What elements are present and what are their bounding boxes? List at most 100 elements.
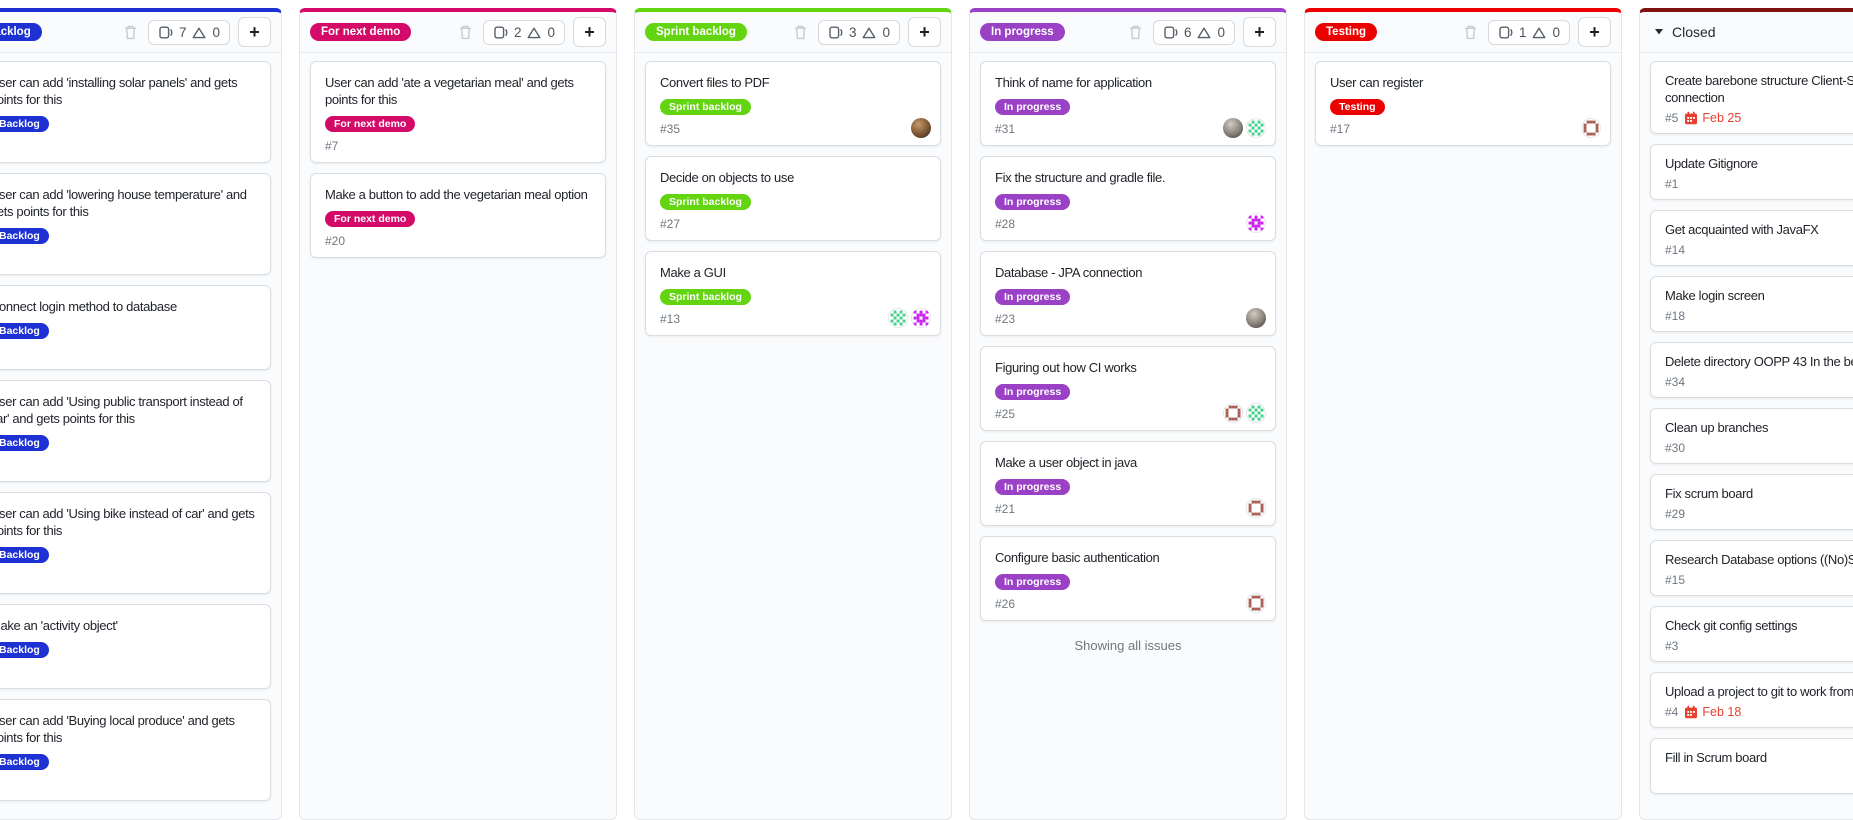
card[interactable]: Database - JPA connection In progress #23 bbox=[980, 251, 1276, 336]
card[interactable]: Configure basic authentication In progres… bbox=[980, 536, 1276, 621]
card-meta: #35 bbox=[660, 122, 926, 136]
column-header: Sprint backlog 3 0 + bbox=[635, 12, 951, 53]
card-meta bbox=[0, 251, 256, 265]
card[interactable]: Update Gitignore #1 bbox=[1650, 144, 1853, 200]
card-meta: #34 bbox=[1665, 375, 1853, 389]
card-title: Fill in Scrum board bbox=[1665, 750, 1767, 765]
add-card-button[interactable]: + bbox=[1578, 17, 1611, 47]
column-collapse-toggle[interactable]: Closed bbox=[1650, 24, 1716, 40]
card[interactable]: User can add 'lowering house temperature… bbox=[0, 173, 271, 275]
card[interactable]: Figuring out how CI works In progress #25 bbox=[980, 346, 1276, 431]
card-label-row: Backlog bbox=[0, 114, 256, 132]
card-label-pill: Backlog bbox=[0, 642, 49, 658]
assignee-avatar[interactable] bbox=[1246, 118, 1266, 138]
card-title: Make login screen bbox=[1665, 288, 1765, 303]
delete-column-button[interactable] bbox=[456, 22, 475, 42]
card-label-pill: Backlog bbox=[0, 323, 49, 339]
photo-person-avatar[interactable] bbox=[1246, 308, 1266, 328]
card-title: Make an 'activity object' bbox=[0, 618, 118, 633]
card[interactable]: Get acquainted with JavaFX #14 bbox=[1650, 210, 1853, 266]
chevron-down-icon bbox=[1655, 29, 1663, 35]
card[interactable]: Convert files to PDF Sprint backlog #35 bbox=[645, 61, 941, 146]
column-title: Closed bbox=[1672, 24, 1716, 40]
card[interactable]: Make a GUI Sprint backlog #13 bbox=[645, 251, 941, 336]
card-label-pill: Backlog bbox=[0, 547, 49, 563]
cards-count: 2 bbox=[513, 24, 522, 40]
assignee-avatar[interactable] bbox=[1246, 403, 1266, 423]
add-card-button[interactable]: + bbox=[908, 17, 941, 47]
assignee-avatars bbox=[1220, 118, 1266, 138]
photo-person-avatar[interactable] bbox=[1223, 118, 1243, 138]
card-meta bbox=[0, 346, 256, 360]
card[interactable]: Decide on objects to use Sprint backlog #2… bbox=[645, 156, 941, 241]
delete-column-button[interactable] bbox=[121, 22, 140, 42]
card-title: Decide on objects to use bbox=[660, 170, 794, 185]
column-controls: 2 0 + bbox=[456, 17, 606, 47]
card[interactable]: Connect login method to database Backlog bbox=[0, 285, 271, 370]
card-title: Create barebone structure Client-Server … bbox=[1665, 73, 1853, 105]
delete-column-button[interactable] bbox=[1126, 22, 1145, 42]
card[interactable]: User can add 'installing solar panels' a… bbox=[0, 61, 271, 163]
assignee-avatar[interactable] bbox=[888, 308, 908, 328]
card[interactable]: User can add 'Using public transport ins… bbox=[0, 380, 271, 482]
assignee-avatar[interactable] bbox=[911, 308, 931, 328]
card[interactable]: Clean up branches #30 bbox=[1650, 408, 1853, 464]
identicon-magenta-avatar bbox=[911, 308, 931, 328]
card-label-row: Backlog bbox=[0, 433, 256, 451]
assignee-avatar[interactable] bbox=[1581, 118, 1601, 138]
column-cards: Think of name for application In progress… bbox=[970, 53, 1286, 629]
identicon-green-avatar bbox=[1246, 403, 1266, 423]
identicon-brown-avatar bbox=[1246, 498, 1266, 518]
cards-count-icon bbox=[159, 26, 173, 39]
card[interactable]: Research Database options ((No)SQL?) #15 bbox=[1650, 540, 1853, 596]
photo-dog-avatar[interactable] bbox=[911, 118, 931, 138]
assignee-avatar[interactable] bbox=[1246, 498, 1266, 518]
cards-count-icon bbox=[494, 26, 508, 39]
card[interactable]: Fix the structure and gradle file. In pro… bbox=[980, 156, 1276, 241]
assignee-avatar[interactable] bbox=[1223, 403, 1243, 423]
card-title: Make a button to add the vegetarian meal… bbox=[325, 187, 588, 202]
issue-number: #4 bbox=[1665, 705, 1679, 719]
card-label-row: Backlog bbox=[0, 321, 256, 339]
assignee-avatar[interactable] bbox=[1246, 593, 1266, 613]
card[interactable]: Make an 'activity object' Backlog bbox=[0, 604, 271, 689]
identicon-brown-avatar bbox=[1223, 403, 1243, 423]
card[interactable]: Make login screen #18 bbox=[1650, 276, 1853, 332]
card-title: Database - JPA connection bbox=[995, 265, 1143, 280]
delete-column-button[interactable] bbox=[791, 22, 810, 42]
card[interactable]: User can add 'Buying local produce' and … bbox=[0, 699, 271, 801]
delete-column-button[interactable] bbox=[1461, 22, 1480, 42]
card[interactable]: Upload a project to git to work from #4 Fe… bbox=[1650, 672, 1853, 728]
add-card-button[interactable]: + bbox=[573, 17, 606, 47]
card[interactable]: Delete directory OOPP 43 In the beginnin… bbox=[1650, 342, 1853, 398]
card-label-row: In progress bbox=[995, 287, 1261, 305]
card[interactable]: Make a button to add the vegetarian meal… bbox=[310, 173, 606, 258]
card-title: Figuring out how CI works bbox=[995, 360, 1137, 375]
card[interactable]: User can register Testing #17 bbox=[1315, 61, 1611, 146]
card[interactable]: Make a user object in java In progress #21 bbox=[980, 441, 1276, 526]
identicon-green-avatar bbox=[1246, 118, 1266, 138]
card[interactable]: User can add 'ate a vegetarian meal' and… bbox=[310, 61, 606, 163]
card-title: Check git config settings bbox=[1665, 618, 1798, 633]
card[interactable]: User can add 'Using bike instead of car'… bbox=[0, 492, 271, 594]
card-label-pill: In progress bbox=[995, 99, 1071, 115]
card[interactable]: Fix scrum board #29 bbox=[1650, 474, 1853, 530]
card[interactable]: Create barebone structure Client-Server … bbox=[1650, 61, 1853, 134]
add-card-button[interactable]: + bbox=[1243, 17, 1276, 47]
column-header: For next demo 2 0 + bbox=[300, 12, 616, 53]
add-card-button[interactable]: + bbox=[238, 17, 271, 47]
epics-count-icon bbox=[1532, 27, 1546, 38]
card[interactable]: Think of name for application In progress… bbox=[980, 61, 1276, 146]
card-label-pill: Backlog bbox=[0, 228, 49, 244]
epics-count: 0 bbox=[1217, 24, 1225, 40]
issue-number: #13 bbox=[660, 312, 681, 326]
card-label-row: Backlog bbox=[0, 226, 256, 244]
card[interactable]: Fill in Scrum board bbox=[1650, 738, 1853, 794]
issue-number: #5 bbox=[1665, 111, 1679, 125]
assignee-avatar[interactable] bbox=[1246, 213, 1266, 233]
card-title: Think of name for application bbox=[995, 75, 1152, 90]
card[interactable]: Check git config settings #3 bbox=[1650, 606, 1853, 662]
card-title: Fix scrum board bbox=[1665, 486, 1753, 501]
